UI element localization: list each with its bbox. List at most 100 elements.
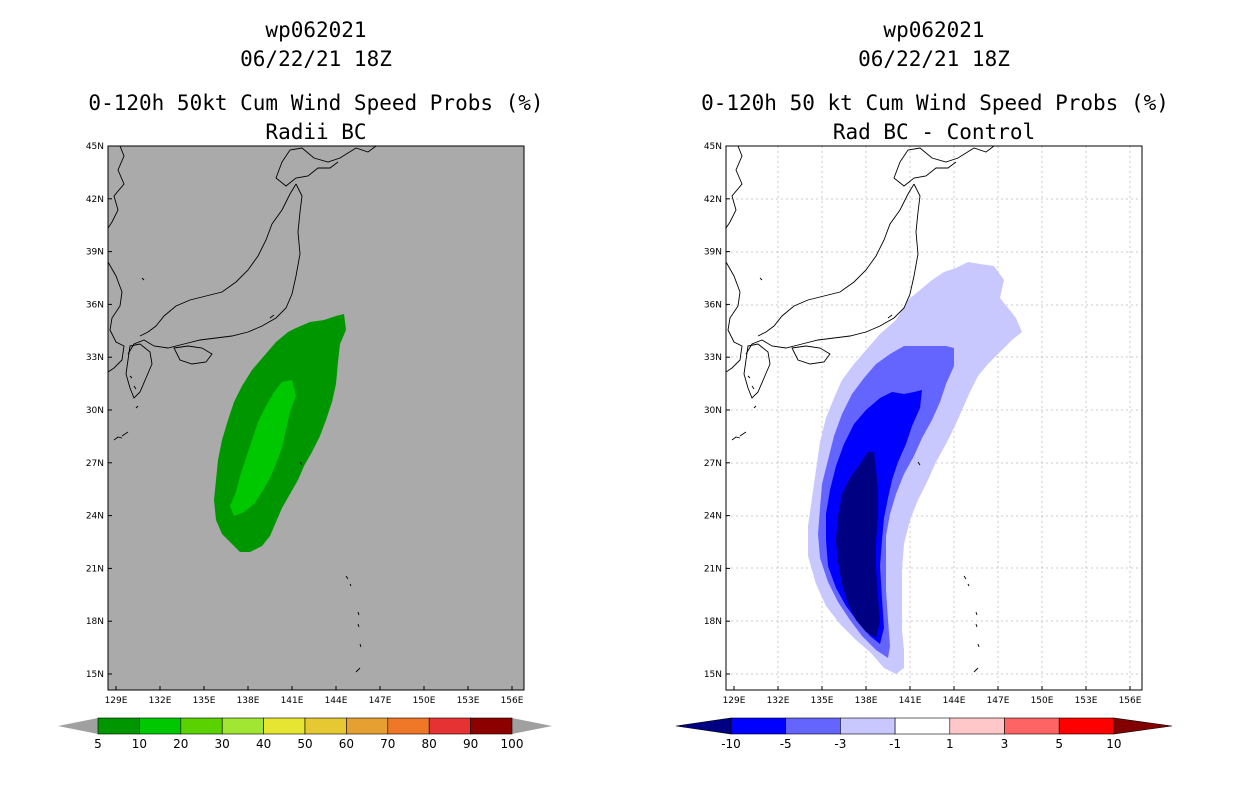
right-map: 45N 42N 39N 36N 33N 30N 27N 24N 21N 18N 15N 129E 132… xyxy=(704,142,1143,706)
right-colorbar-over-arrow xyxy=(1113,717,1173,735)
lat-tick-label: 24N xyxy=(86,512,104,522)
left-colorbar-swatch xyxy=(470,717,513,735)
left-colorbar-swatch xyxy=(428,717,471,735)
left-title: 0-120h 50kt Cum Wind Speed Probs (%) xyxy=(88,91,544,115)
lat-tick-label: 27N xyxy=(704,459,722,469)
lon-tick-label: 144E xyxy=(943,696,966,706)
left-colorbar-swatch xyxy=(180,717,223,735)
lon-tick-label: 132E xyxy=(767,696,790,706)
lat-tick-label: 21N xyxy=(704,564,722,574)
left-datetime: 06/22/21 18Z xyxy=(240,47,392,71)
right-colorbar-swatch xyxy=(1058,717,1115,735)
lon-tick-label: 153E xyxy=(1075,696,1098,706)
left-colorbar-swatch xyxy=(346,717,389,735)
left-colorbar-swatch xyxy=(139,717,182,735)
right-colorbar-label: 10 xyxy=(1106,737,1121,751)
right-colorbar-label: 3 xyxy=(1001,737,1009,751)
lat-tick-label: 45N xyxy=(86,142,104,152)
lat-tick-label: 42N xyxy=(86,195,104,205)
right-colorbar-label: 1 xyxy=(946,737,954,751)
lat-tick-label: 18N xyxy=(704,617,722,627)
right-colorbar-swatch xyxy=(840,717,896,735)
lat-tick-label: 39N xyxy=(86,248,104,258)
lat-tick-label: 18N xyxy=(86,617,104,627)
left-colorbar-label: 80 xyxy=(422,737,437,751)
right-axis-ticks: 45N 42N 39N 36N 33N 30N 27N 24N 21N 18N 15N 129E 132… xyxy=(704,142,1142,706)
lon-tick-label: 147E xyxy=(987,696,1010,706)
left-map: 45N 42N 39N 36N 33N 30N 27N 24N 21N 18N 15N 129E 132… xyxy=(86,142,525,706)
right-title: 0-120h 50 kt Cum Wind Speed Probs (%) xyxy=(701,91,1169,115)
right-colorbar-swatch xyxy=(785,717,841,735)
lon-tick-label: 141E xyxy=(899,696,922,706)
diff-area-below-neg10 xyxy=(836,452,880,638)
right-subtitle: Rad BC - Control xyxy=(832,120,1036,144)
lat-tick-label: 36N xyxy=(704,300,722,310)
lon-tick-label: 129E xyxy=(723,696,746,706)
lon-tick-label: 129E xyxy=(105,696,128,706)
right-colorbar-swatch xyxy=(894,717,951,735)
lon-tick-label: 132E xyxy=(149,696,172,706)
lon-tick-label: 144E xyxy=(325,696,348,706)
right-colorbar-label: -1 xyxy=(889,737,901,751)
lon-tick-label: 135E xyxy=(193,696,216,706)
left-storm-id: wp062021 xyxy=(265,18,367,42)
prob-area-10-20 xyxy=(230,380,296,516)
left-colorbar: 5 10 20 30 40 50 60 70 80 90 100 xyxy=(58,717,552,751)
right-colorbar-label: -5 xyxy=(780,737,792,751)
lon-tick-label: 147E xyxy=(369,696,392,706)
lat-tick-label: 33N xyxy=(704,353,722,363)
right-colorbar-under-arrow xyxy=(675,717,732,735)
left-colorbar-label: 40 xyxy=(256,737,271,751)
right-colorbar-swatch xyxy=(730,717,787,735)
lat-tick-label: 24N xyxy=(704,512,722,522)
right-colorbar: -10 -5 -3 -1 1 3 5 10 xyxy=(675,717,1173,751)
lat-tick-label: 42N xyxy=(704,195,722,205)
left-colorbar-swatch xyxy=(221,717,264,735)
right-colorbar-swatch xyxy=(1004,717,1060,735)
right-colorbar-label: 5 xyxy=(1055,737,1063,751)
right-storm-id: wp062021 xyxy=(883,18,985,42)
lon-tick-label: 150E xyxy=(1031,696,1054,706)
left-colorbar-label: 20 xyxy=(173,737,188,751)
lon-tick-label: 135E xyxy=(811,696,834,706)
left-colorbar-swatch xyxy=(97,717,140,735)
lon-tick-label: 138E xyxy=(855,696,878,706)
left-subtitle: Radii BC xyxy=(265,120,367,144)
left-colorbar-over-arrow xyxy=(512,718,552,734)
right-datetime: 06/22/21 18Z xyxy=(858,47,1010,71)
right-map-frame xyxy=(725,145,1143,691)
left-colorbar-label: 5 xyxy=(94,737,102,751)
lat-tick-label: 21N xyxy=(86,564,104,574)
right-colorbar-label: -3 xyxy=(834,737,846,751)
lat-tick-label: 15N xyxy=(704,670,722,680)
left-colorbar-swatch xyxy=(387,717,430,735)
lon-tick-label: 156E xyxy=(1119,696,1142,706)
left-colorbar-swatch xyxy=(304,717,347,735)
lat-tick-label: 27N xyxy=(86,459,104,469)
left-colorbar-label: 90 xyxy=(463,737,478,751)
lon-tick-label: 150E xyxy=(413,696,436,706)
left-colorbar-swatch xyxy=(263,717,306,735)
lat-tick-label: 30N xyxy=(704,406,722,416)
left-map-frame xyxy=(107,145,525,691)
lat-tick-label: 39N xyxy=(704,248,722,258)
left-colorbar-label: 60 xyxy=(339,737,354,751)
left-colorbar-label: 100 xyxy=(501,737,524,751)
right-colorbar-label: -10 xyxy=(721,737,741,751)
lat-tick-label: 45N xyxy=(704,142,722,152)
left-colorbar-label: 10 xyxy=(132,737,147,751)
lat-tick-label: 33N xyxy=(86,353,104,363)
lon-tick-label: 138E xyxy=(237,696,260,706)
lat-tick-label: 30N xyxy=(86,406,104,416)
lon-tick-label: 153E xyxy=(457,696,480,706)
left-colorbar-under-arrow xyxy=(58,718,98,734)
left-colorbar-label: 50 xyxy=(297,737,312,751)
lon-tick-label: 141E xyxy=(281,696,304,706)
lat-tick-label: 15N xyxy=(86,670,104,680)
left-colorbar-label: 70 xyxy=(380,737,395,751)
lon-tick-label: 156E xyxy=(501,696,524,706)
left-axis-ticks: 45N 42N 39N 36N 33N 30N 27N 24N 21N 18N 15N 129E 132… xyxy=(86,142,524,706)
lat-tick-label: 36N xyxy=(86,300,104,310)
left-colorbar-label: 30 xyxy=(215,737,230,751)
